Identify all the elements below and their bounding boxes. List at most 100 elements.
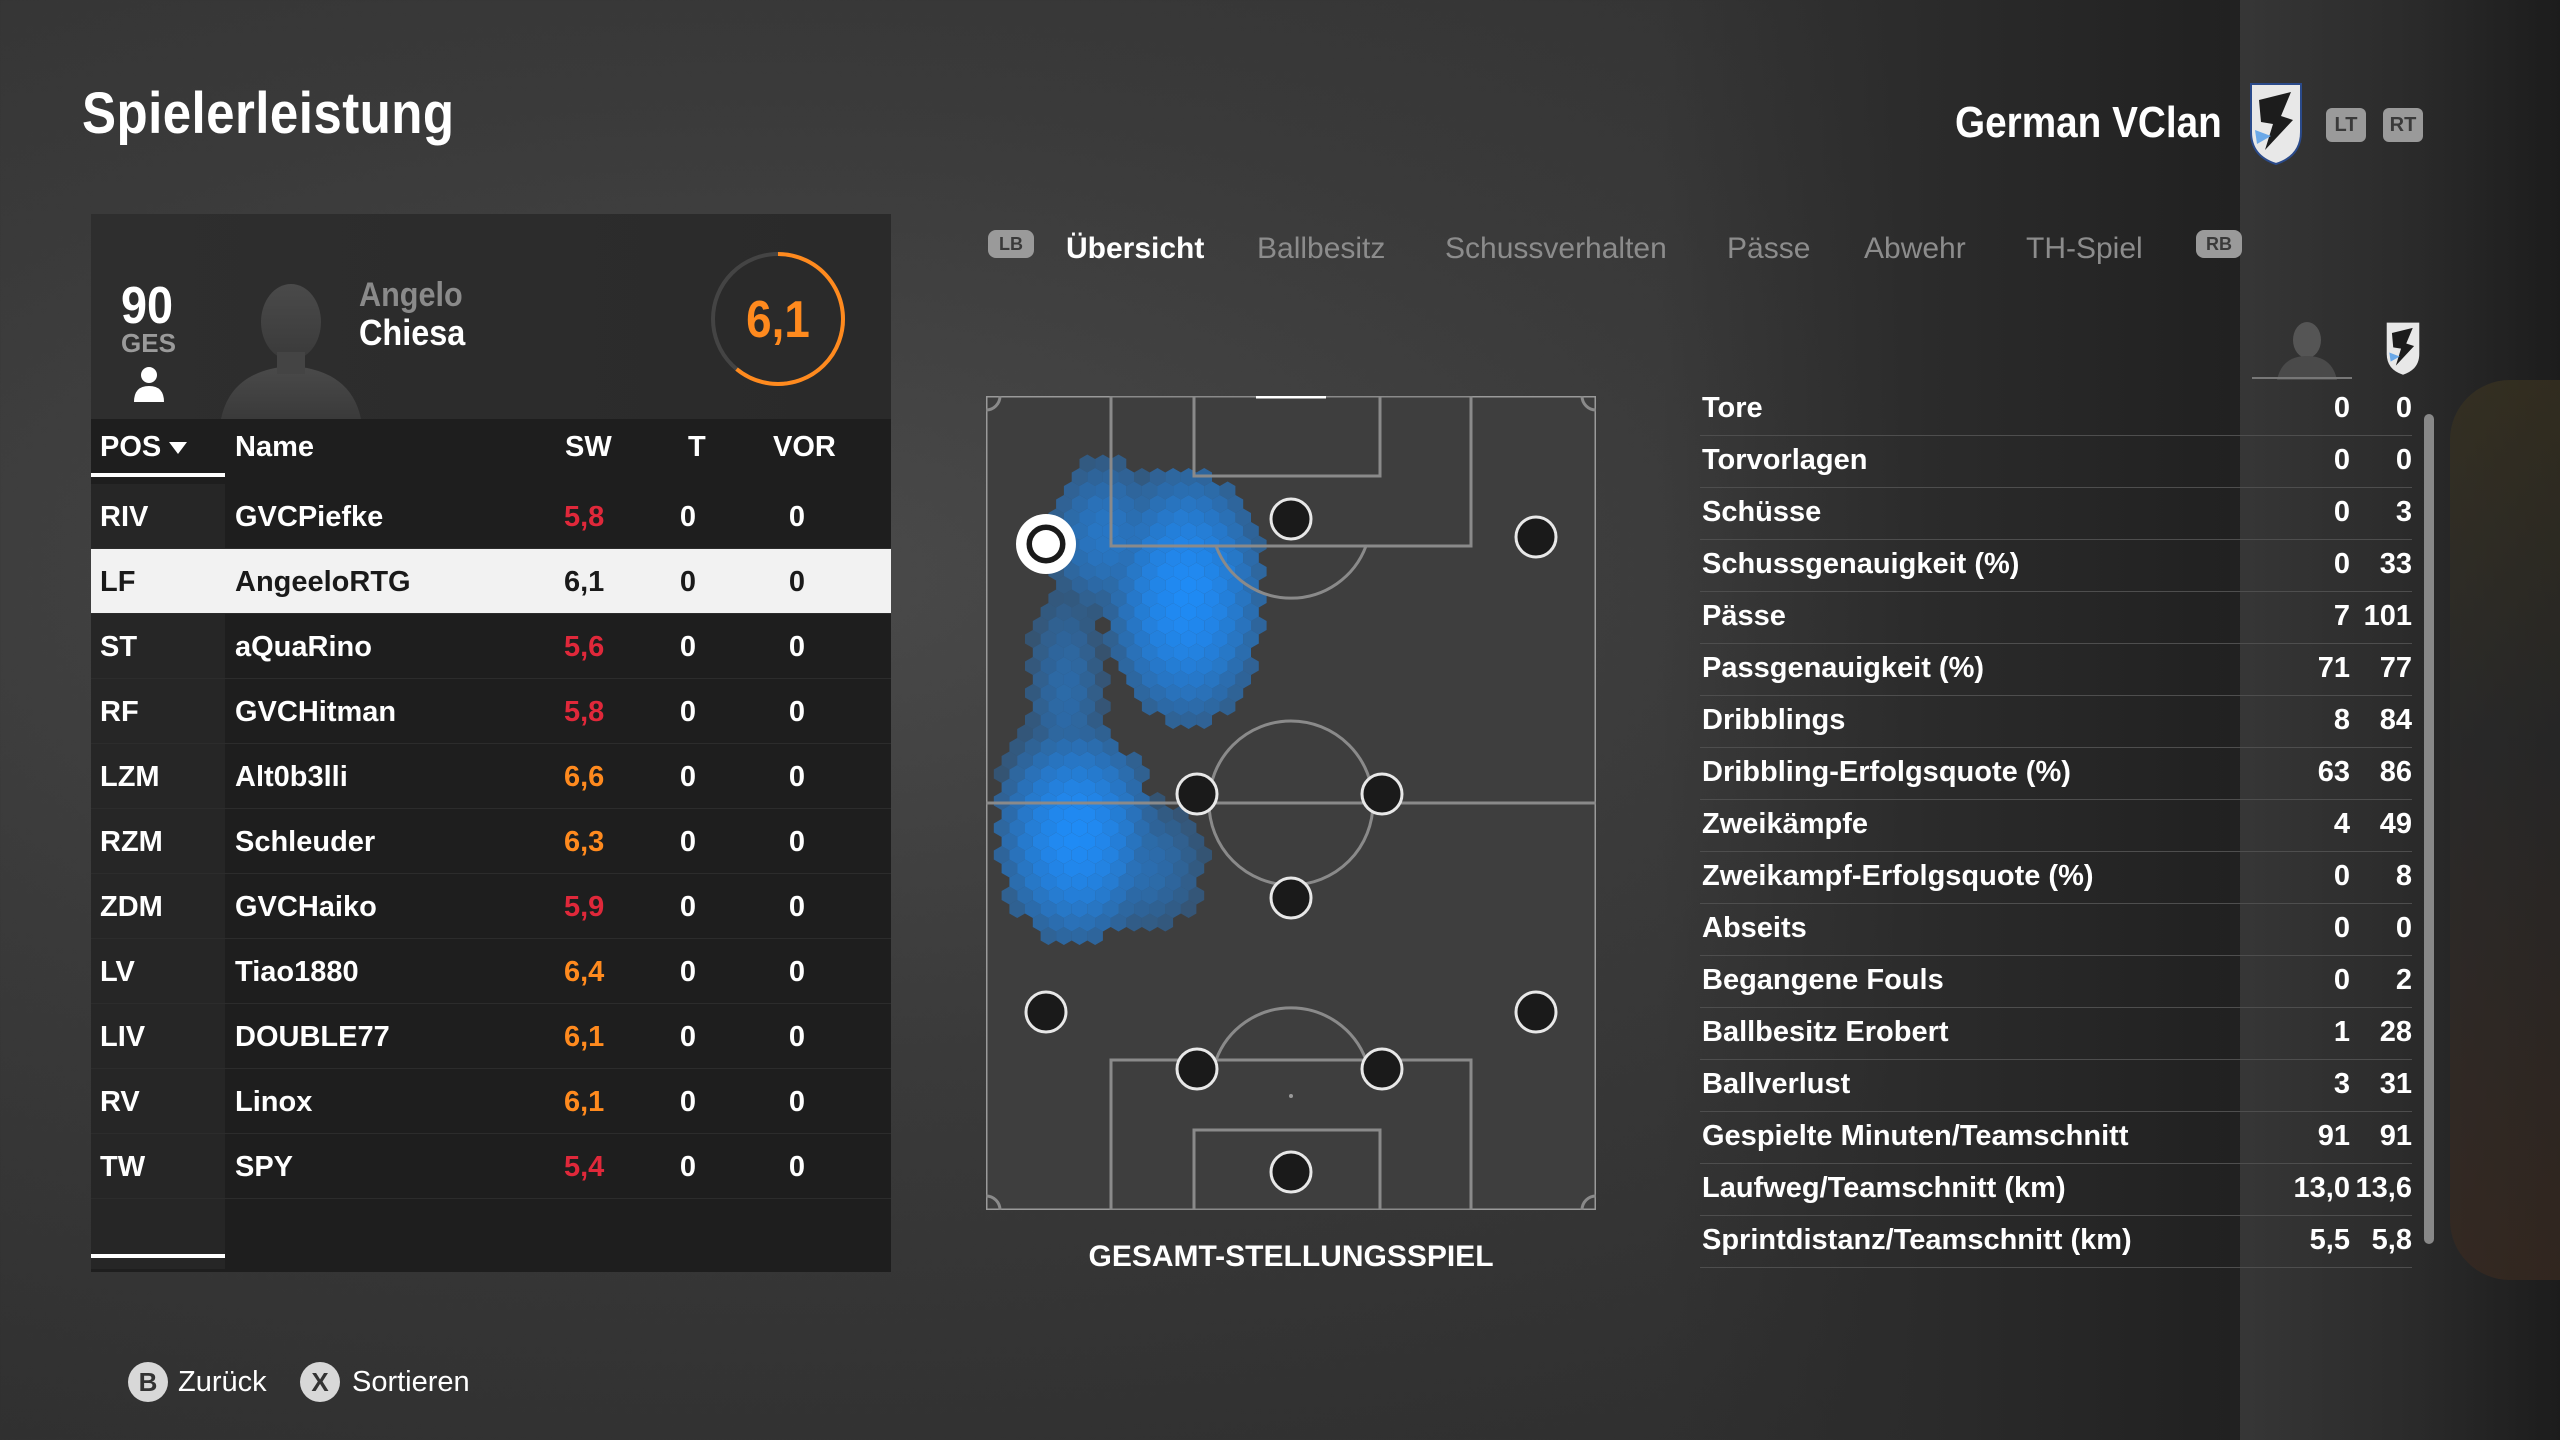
heat-cell [1118, 522, 1135, 540]
pos-cell: RF [100, 696, 139, 728]
heat-cell [1071, 603, 1088, 621]
heat-cell [1056, 630, 1072, 648]
player-column-icon [2252, 322, 2352, 380]
header-pos[interactable]: POS [100, 431, 188, 464]
header-assists[interactable]: VOR [773, 431, 836, 463]
tab-1[interactable]: Ballbesitz [1257, 232, 1386, 265]
heat-cell [1118, 576, 1135, 594]
heat-cell [1001, 751, 1018, 770]
table-row[interactable]: ZDM GVCHaiko 5,9 0 0 [91, 874, 891, 939]
stat-player-value: 4 [2333, 808, 2350, 840]
pos-cell-bg [91, 549, 225, 613]
heat-cell [993, 846, 1010, 864]
heat-cell [1063, 778, 1080, 797]
heat-cell [1017, 778, 1033, 797]
heat-cell [1157, 589, 1174, 608]
heat-cell [1227, 522, 1244, 540]
header-name[interactable]: Name [235, 431, 314, 463]
pos-column-end-line [91, 1254, 225, 1258]
heat-cell [1126, 562, 1142, 581]
heat-cell [1048, 751, 1064, 770]
heat-cell [1219, 562, 1236, 581]
heat-cell [1056, 792, 1072, 810]
stat-label: Passgenauigkeit (%) [1702, 652, 1985, 684]
heat-cell [1017, 886, 1033, 905]
heat-cell [1157, 643, 1174, 662]
table-row[interactable]: RV Linox 6,1 0 0 [91, 1069, 891, 1134]
stat-team-value: 33 [2379, 548, 2412, 580]
rt-button[interactable]: RT [2383, 108, 2423, 142]
heat-cell [1040, 684, 1057, 702]
tab-2[interactable]: Schussverhalten [1445, 232, 1667, 265]
heat-cell [1079, 562, 1096, 581]
heat-cell [1056, 927, 1072, 945]
table-row[interactable]: LZM Alt0b3lli 6,6 0 0 [91, 744, 891, 809]
table-row[interactable]: LV Tiao1880 6,4 0 0 [91, 939, 891, 1004]
lt-button[interactable]: LT [2326, 108, 2366, 142]
stats-scrollbar[interactable] [2424, 414, 2434, 1244]
tab-4[interactable]: Abwehr [1864, 232, 1966, 265]
heat-cell [1134, 549, 1150, 567]
stat-label: Schüsse [1702, 496, 1822, 528]
heat-cell [1235, 670, 1251, 689]
table-row[interactable]: ST aQuaRino 5,6 0 0 [91, 614, 891, 679]
tab-5[interactable]: TH-Spiel [2026, 232, 2143, 265]
heat-cell [1009, 873, 1025, 891]
overall-label: GES [121, 328, 176, 358]
heat-cell [1056, 765, 1072, 783]
heat-cell [1227, 603, 1244, 621]
heat-cell [1235, 562, 1251, 581]
table-row[interactable]: LF AngeeloRTG 6,1 0 0 [91, 549, 891, 614]
table-row[interactable]: TW SPY 5,4 0 0 [91, 1134, 891, 1199]
table-row[interactable]: RF GVCHitman 5,8 0 0 [91, 679, 891, 744]
heat-cell [1149, 468, 1166, 486]
heat-cell [1204, 562, 1220, 581]
stat-team-value: 5,8 [2371, 1224, 2412, 1256]
rb-button[interactable]: RB [2196, 230, 2242, 258]
heat-cell [1056, 738, 1072, 756]
heat-cell [1110, 778, 1127, 797]
rating-ring [711, 252, 845, 386]
player-silhouette-icon [221, 284, 361, 419]
heat-cell [1141, 616, 1158, 635]
heat-cell [1219, 697, 1236, 716]
heatmap-cells [993, 454, 1267, 945]
heat-cell [1180, 684, 1197, 702]
back-label[interactable]: Zurück [178, 1366, 267, 1398]
pos-cell: LF [100, 566, 136, 598]
heat-cell [1126, 508, 1142, 527]
stat-team-value: 28 [2379, 1016, 2412, 1048]
table-row[interactable]: LIV DOUBLE77 6,1 0 0 [91, 1004, 891, 1069]
heat-cell [1102, 603, 1119, 621]
stat-player-value: 3 [2333, 1068, 2350, 1100]
heat-cell [1126, 643, 1142, 662]
heat-cell [1063, 616, 1080, 635]
lb-button[interactable]: LB [988, 230, 1034, 258]
tab-3[interactable]: Pässe [1727, 232, 1811, 265]
stat-team-value: 91 [2379, 1120, 2412, 1152]
b-button-icon[interactable]: B [128, 1362, 168, 1402]
table-row[interactable]: RIV GVCPiefke 5,8 0 0 [91, 484, 891, 549]
heat-cell [1180, 603, 1197, 621]
table-row[interactable]: RZM Schleuder 6,3 0 0 [91, 809, 891, 874]
heat-cell [1149, 684, 1166, 702]
heat-cell [1017, 859, 1033, 878]
header-goals[interactable]: T [688, 431, 706, 463]
pos-cell-bg [91, 484, 225, 548]
heat-cell [1110, 643, 1127, 662]
heat-cell [1149, 792, 1166, 810]
stat-row: Torvorlagen 0 0 [1700, 436, 2412, 488]
header-rating[interactable]: SW [565, 431, 612, 463]
pos-cell: LZM [100, 761, 160, 793]
x-button-icon[interactable]: X [300, 1362, 340, 1402]
tab-0[interactable]: Übersicht [1066, 232, 1205, 265]
heat-cell [1157, 913, 1174, 932]
heat-cell [1071, 765, 1088, 783]
stat-label: Pässe [1702, 600, 1786, 632]
heat-cell [1118, 603, 1135, 621]
rating-cell: 5,6 [564, 631, 605, 663]
sort-label[interactable]: Sortieren [352, 1366, 470, 1398]
heat-cell [1095, 670, 1111, 689]
heat-cell [1188, 616, 1205, 635]
heat-cell [1110, 454, 1127, 473]
